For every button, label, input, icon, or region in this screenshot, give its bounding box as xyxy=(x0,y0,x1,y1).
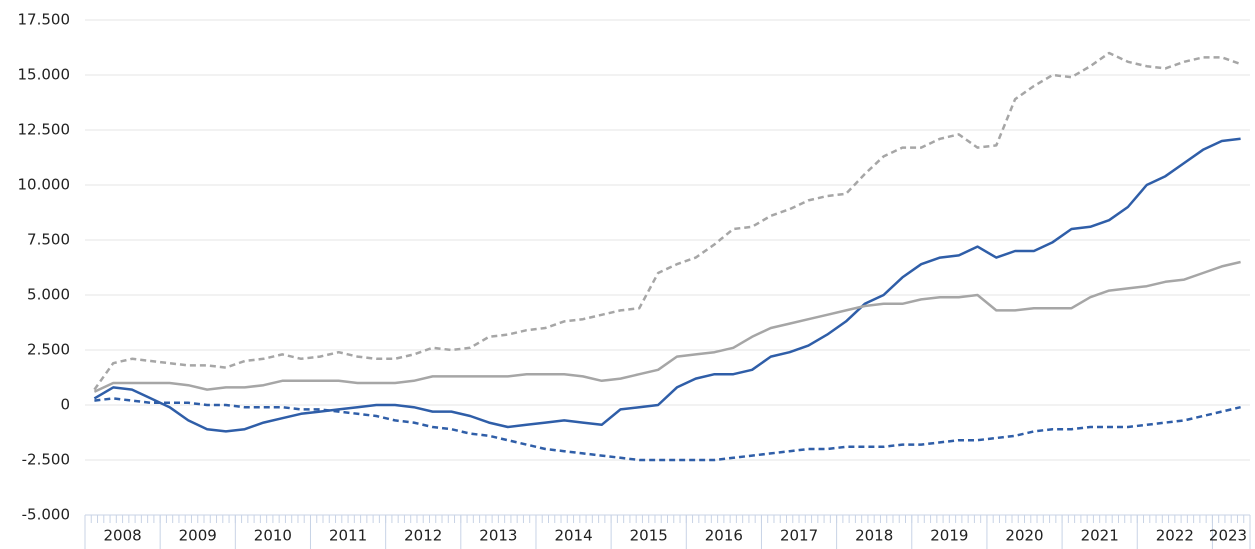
x-tick-label: 2019 xyxy=(930,527,968,545)
x-tick-label: 2018 xyxy=(855,527,893,545)
y-tick-label: 0 xyxy=(60,396,70,414)
x-tick-label: 2010 xyxy=(254,527,292,545)
y-tick-label: -2.500 xyxy=(22,451,70,469)
x-tick-label: 2014 xyxy=(554,527,592,545)
x-tick-label: 2021 xyxy=(1081,527,1119,545)
y-tick-label: -5.000 xyxy=(22,506,70,524)
series-line xyxy=(93,51,1242,391)
y-tick-label: 15.000 xyxy=(18,66,71,84)
x-tick-label: 2017 xyxy=(780,527,818,545)
x-tick-label: 2020 xyxy=(1005,527,1043,545)
x-tick-label: 2022 xyxy=(1156,527,1194,545)
x-tick-label: 2016 xyxy=(705,527,743,545)
y-tick-label: 7.500 xyxy=(27,231,70,249)
y-tick-label: 2.500 xyxy=(27,341,70,359)
y-tick-label: 17.500 xyxy=(18,11,71,29)
series-line xyxy=(94,397,1241,462)
x-tick-label: 2008 xyxy=(103,527,141,545)
x-tick-label: 2012 xyxy=(404,527,442,545)
x-tick-label: 2011 xyxy=(329,527,367,545)
x-tick-label: 2013 xyxy=(479,527,517,545)
y-tick-label: 10.000 xyxy=(18,176,71,194)
y-tick-label: 5.000 xyxy=(27,286,70,304)
series-line xyxy=(93,137,1241,433)
x-tick-label: 2015 xyxy=(630,527,668,545)
series-line xyxy=(93,260,1241,393)
y-tick-label: 12.500 xyxy=(18,121,71,139)
x-tick-label: 2009 xyxy=(179,527,217,545)
x-tick-label: 2023 xyxy=(1209,527,1247,545)
